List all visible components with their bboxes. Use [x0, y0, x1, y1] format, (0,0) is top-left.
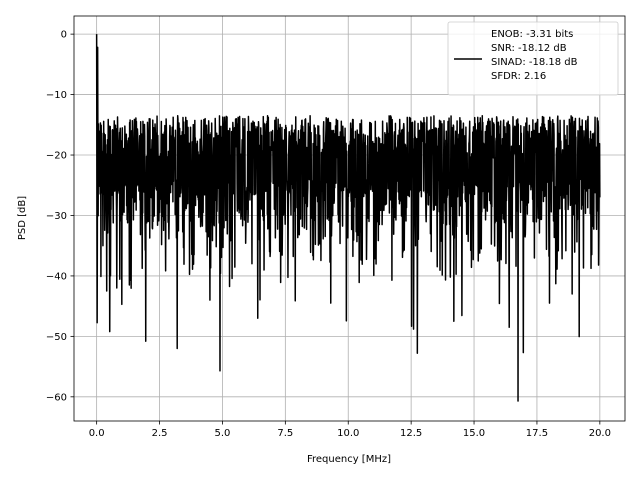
legend-line-1: ENOB: -3.31 bits	[491, 29, 573, 40]
x-axis-label: Frequency [MHz]	[307, 454, 391, 465]
plot-area	[95, 34, 601, 402]
legend-line-2: SNR: -18.12 dB	[491, 43, 567, 54]
x-tick-label: 7.5	[277, 428, 293, 439]
y-tick-label: −20	[46, 151, 67, 162]
x-axis-ticks: 0.0 2.5 5.0 7.5 10.0 12.5 15.0 17.5 20.0	[89, 421, 611, 439]
legend-label: ENOB: -3.31 bits SNR: -18.12 dB SINAD: -18…	[491, 29, 578, 82]
x-tick-label: 15.0	[463, 428, 485, 439]
psd-series-line	[95, 34, 601, 402]
x-tick-label: 12.5	[400, 428, 422, 439]
plot-frame	[73, 15, 626, 422]
legend-line-4: SFDR: 2.16	[491, 71, 546, 82]
x-tick-label: 2.5	[152, 428, 168, 439]
x-tick-label: 10.0	[337, 428, 359, 439]
x-tick-label: 5.0	[214, 428, 230, 439]
y-tick-label: −30	[46, 211, 67, 222]
legend-box	[447, 21, 619, 96]
legend-line-3: SINAD: -18.18 dB	[491, 57, 578, 68]
y-tick-label: −60	[46, 392, 67, 403]
y-tick-label: −10	[46, 90, 67, 101]
x-tick-label: 17.5	[526, 428, 548, 439]
x-tick-label: 20.0	[589, 428, 611, 439]
y-tick-label: 0	[61, 30, 67, 41]
legend: ENOB: -3.31 bits SNR: -18.12 dB SINAD: -18…	[447, 21, 619, 96]
y-axis-ticks: 0 −10 −20 −30 −40 −50 −60	[46, 30, 74, 403]
y-tick-label: −50	[46, 332, 67, 343]
x-tick-label: 0.0	[89, 428, 105, 439]
y-axis-label: PSD [dB]	[17, 196, 28, 240]
y-tick-label: −40	[46, 271, 67, 282]
